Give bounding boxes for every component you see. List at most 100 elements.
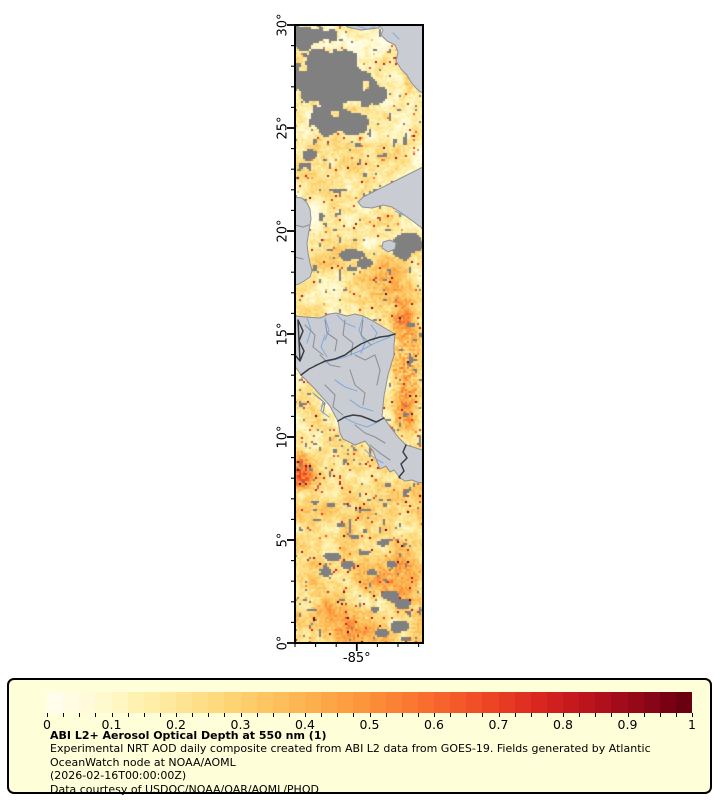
colorbar-segment (353, 692, 370, 713)
river-line (342, 416, 381, 428)
admin-border-line (324, 319, 338, 352)
colorbar-tick (692, 713, 693, 717)
colorbar-tick-label: 0.5 (359, 717, 380, 732)
colorbar-segment (79, 692, 96, 713)
landmass-isla-juventud (381, 239, 397, 253)
colorbar-tick (546, 713, 548, 717)
colorbar-tick (401, 713, 403, 717)
colorbar-segment (546, 692, 563, 713)
colorbar-tick (627, 713, 629, 717)
lat-tick-label: 15° (275, 322, 291, 346)
colorbar-segment (63, 692, 80, 713)
colorbar-segment (176, 692, 193, 713)
colorbar-tick (47, 713, 48, 717)
country-border-line (398, 444, 408, 479)
colorbar-tick (353, 713, 355, 717)
chart-caption-lines: Experimental NRT AOD daily composite cre… (50, 742, 651, 796)
river-line (314, 336, 391, 366)
colorbar-tick (159, 713, 161, 717)
colorbar-segment (595, 692, 612, 713)
colorbar-tick-label: 0.6 (424, 717, 444, 732)
colorbar-tick (288, 713, 290, 717)
admin-border-line (354, 354, 376, 361)
colorbar-segment (659, 692, 676, 713)
lon-tick-label: -85° (342, 651, 371, 666)
lat-tick-label: 0° (275, 635, 291, 651)
admin-border-line (324, 384, 344, 416)
colorbar-segment (192, 692, 209, 713)
legend-box: 0 0.1 0.2 0.3 0.4 0.5 0.6 0.7 0.8 0.9 1 ABI L2+ Ae… (7, 678, 712, 796)
chart-title: ABI L2+ Aerosol Optical Depth at 550 nm … (50, 729, 327, 742)
landmass-florida (378, 25, 423, 94)
colorbar-tick-label: 0.2 (166, 717, 186, 732)
colorbar-segment (466, 692, 483, 713)
colorbar-segment (256, 692, 273, 713)
legend-caption-line: Experimental NRT AOD daily composite cre… (50, 742, 651, 756)
legend-caption-line: Data courtesy of USDOC/NOAA/OAR/AOML/PHO… (50, 782, 319, 796)
admin-border-line (354, 424, 386, 444)
colorbar-segment (401, 692, 418, 713)
colorbar-tick (305, 713, 306, 717)
landmass-cuba (357, 166, 423, 229)
colorbar-segment (143, 692, 160, 713)
admin-border-line (319, 354, 341, 368)
colorbar-tick (208, 713, 210, 717)
colorbar-tick-label: 1 (688, 717, 696, 732)
colorbar-tick (466, 713, 468, 717)
colorbar-tick (127, 713, 129, 717)
colorbar-segment (530, 692, 547, 713)
country-border-line (300, 333, 396, 376)
colorbar-tick (111, 713, 113, 717)
colorbar-segment (482, 692, 499, 713)
colorbar-tick (272, 713, 274, 717)
country-border-line (337, 414, 385, 423)
river-line (324, 317, 330, 341)
colorbar-tick (579, 713, 581, 717)
colorbar-segment (643, 692, 660, 713)
colorbar-tick (417, 713, 419, 717)
colorbar-tick (482, 713, 484, 717)
river-line (334, 379, 358, 392)
admin-border-line (304, 324, 324, 356)
colorbar-segment (224, 692, 241, 713)
lat-tick-label: 20° (275, 219, 291, 243)
colorbar-segment (47, 692, 64, 713)
legend-caption-line: (2026-02-16T00:00:00Z) (50, 769, 187, 783)
colorbar-segment (611, 692, 628, 713)
colorbar-tick (224, 713, 226, 717)
colorbar-tick (498, 713, 500, 717)
colorbar-segment (434, 692, 451, 713)
colorbar-tick (385, 713, 387, 717)
colorbar-segment (627, 692, 644, 713)
colorbar-segment (675, 692, 692, 713)
colorbar-segment (288, 692, 305, 713)
river-line (392, 32, 400, 40)
colorbar-segment (498, 692, 515, 713)
colorbar-tick (143, 713, 145, 717)
landmass-central-america (295, 312, 423, 484)
legend-text-block: ABI L2+ Aerosol Optical Depth at 550 nm … (50, 729, 651, 796)
colorbar-segment (563, 692, 580, 713)
country-border-line (295, 319, 305, 362)
colorbar-tick (611, 713, 613, 717)
admin-border-line (369, 444, 391, 461)
colorbar-segment (450, 692, 467, 713)
colorbar-tick (337, 713, 339, 717)
river-line (356, 25, 376, 30)
map-plot-area (295, 25, 423, 643)
river-line (349, 399, 374, 412)
colorbar-tick-label: 0.3 (230, 717, 251, 732)
colorbar-segment (385, 692, 402, 713)
admin-border-line (295, 256, 304, 260)
landmass-yucatan (295, 196, 313, 286)
river-line (320, 334, 328, 358)
colorbar-tick (176, 713, 177, 717)
map-axes (287, 24, 424, 651)
river-line (306, 317, 312, 344)
colorbar-segment (417, 692, 434, 713)
colorbar-tick (530, 713, 532, 717)
colorbar-segment (337, 692, 354, 713)
colorbar-tick (643, 713, 645, 717)
colorbar-segment (579, 692, 596, 713)
